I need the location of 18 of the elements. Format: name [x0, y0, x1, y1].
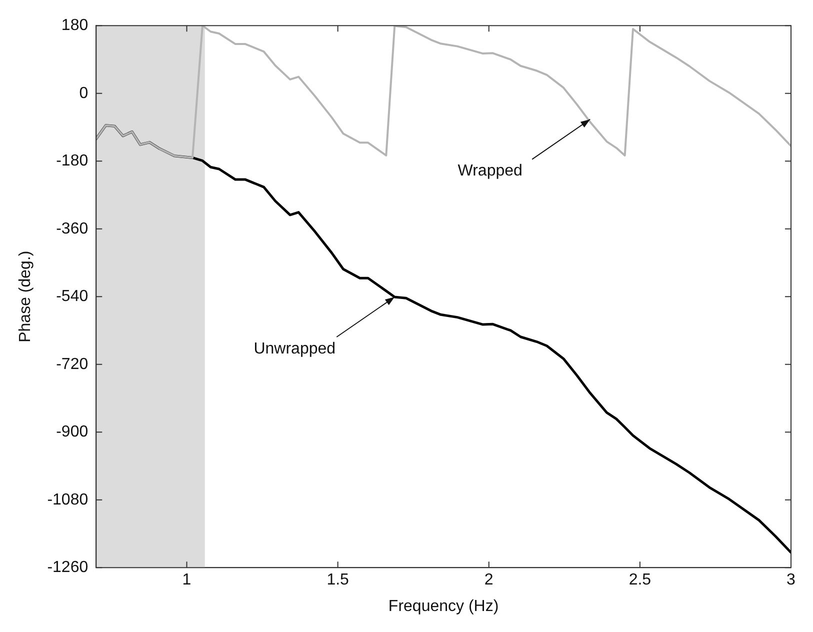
y-tick-label: -1260 — [47, 559, 88, 576]
y-tick-label: -720 — [56, 356, 88, 373]
y-tick-label: -1080 — [47, 491, 88, 508]
annotation: Wrapped — [458, 162, 522, 180]
x-axis-title: Frequency (Hz) — [388, 598, 499, 615]
y-tick-label: -540 — [56, 288, 88, 306]
x-tick-label: 3 — [786, 572, 796, 589]
y-tick-label: -180 — [56, 152, 88, 170]
x-tick-label: 1 — [182, 572, 192, 589]
y-tick-label: 0 — [79, 84, 88, 102]
x-tick-label: 1.5 — [326, 572, 350, 589]
y-tick-label: -360 — [56, 220, 88, 238]
annotation: Unwrapped — [254, 340, 336, 358]
y-axis-title: Phase (deg.) — [17, 250, 34, 342]
x-tick-label: 2 — [484, 572, 494, 589]
y-tick-label: 180 — [61, 17, 88, 34]
x-tick-label: 2.5 — [628, 572, 652, 589]
y-tick-label: -900 — [56, 424, 88, 441]
